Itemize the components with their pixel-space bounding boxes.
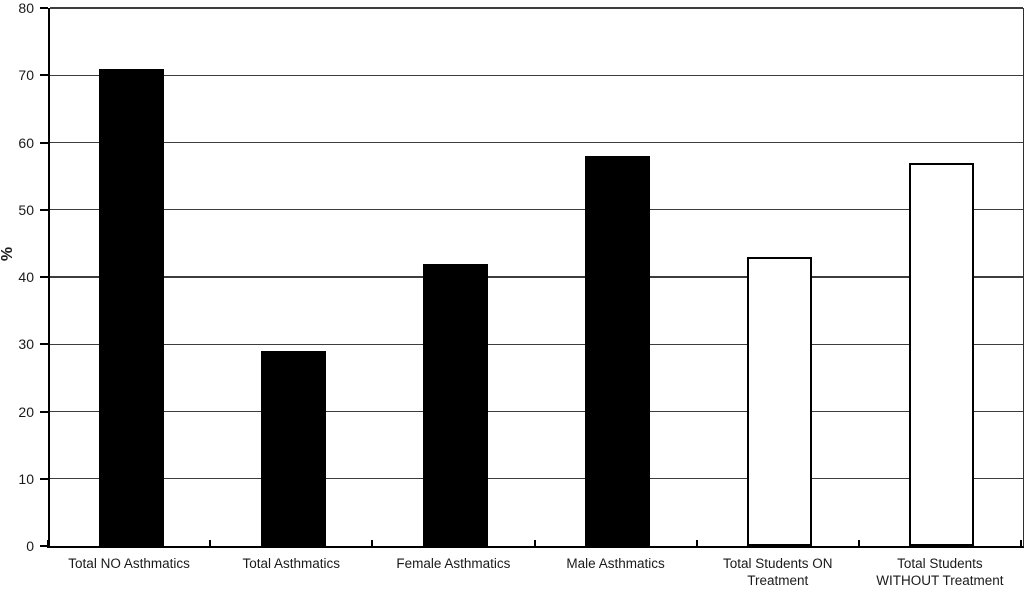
plot-area [48, 7, 1024, 548]
y-tick-mark [40, 545, 48, 547]
x-category-label: Total Students ON Treatment [722, 556, 833, 588]
bar [909, 162, 975, 546]
y-tick-label: 0 [26, 538, 34, 554]
y-tick-mark [40, 343, 48, 346]
x-category-label: Male Asthmatics [566, 556, 665, 571]
gridline [50, 209, 1023, 211]
x-tick-mark [209, 540, 212, 548]
y-tick-label: 30 [18, 336, 34, 353]
gridline [50, 343, 1023, 345]
x-tick-mark [857, 540, 860, 548]
y-tick-mark [40, 276, 48, 278]
y-tick-mark [40, 7, 48, 9]
x-tick-mark [371, 540, 374, 548]
x-category-label: Total Students WITHOUT Treatment [876, 556, 1004, 588]
gridline [50, 74, 1023, 76]
x-tick-mark [1020, 540, 1022, 548]
y-tick-label: 50 [18, 201, 34, 218]
x-tick-mark [533, 540, 536, 548]
bar [747, 256, 813, 546]
bar [585, 155, 650, 546]
bar [260, 350, 326, 546]
y-tick-label: 40 [18, 269, 34, 285]
gridline [50, 478, 1023, 480]
gridline [50, 141, 1023, 144]
bar [98, 68, 164, 546]
x-axis-labels: Total NO Asthmatics Total Asthmatics Femal… [48, 556, 1021, 594]
x-category-label: Total Asthmatics [242, 556, 340, 571]
y-tick-mark [40, 477, 48, 480]
gridline [50, 276, 1023, 278]
y-tick-mark [40, 208, 48, 211]
y-tick-label: 10 [18, 470, 34, 487]
y-tick-mark [40, 141, 48, 144]
y-tick-mark [40, 410, 48, 413]
x-category-label: Female Asthmatics [396, 556, 511, 571]
x-tick-mark [695, 540, 698, 548]
y-axis: 0 10 20 30 40 50 60 70 80 [0, 0, 48, 554]
y-tick-label: 60 [18, 134, 34, 151]
gridline [50, 410, 1023, 413]
y-tick-mark [40, 74, 48, 77]
y-tick-label: 80 [18, 0, 34, 16]
x-tick-mark [47, 540, 49, 548]
x-category-label: Total NO Asthmatics [68, 556, 190, 571]
y-tick-label: 70 [18, 67, 34, 84]
gridline [50, 7, 1023, 9]
y-tick-label: 20 [18, 403, 34, 420]
bar [422, 263, 488, 546]
